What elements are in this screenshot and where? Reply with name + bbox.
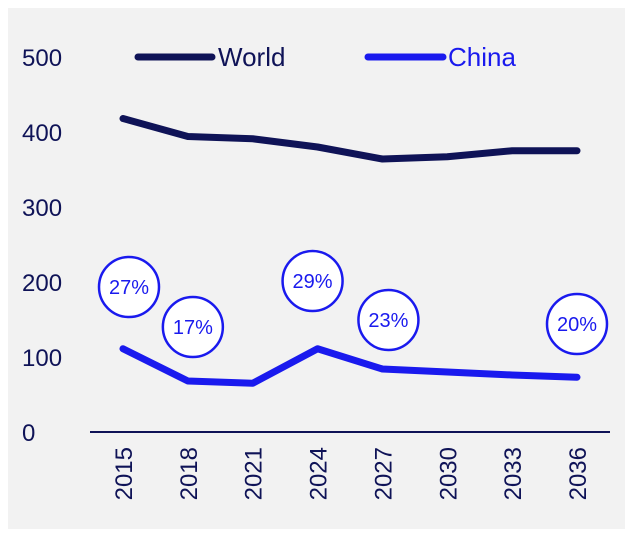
- annotation-bubble: [357, 288, 420, 352]
- annotation-label: 17%: [173, 317, 213, 339]
- annotation-label: 20%: [557, 314, 597, 336]
- series-line-china: [119, 345, 581, 387]
- series-line-world: [119, 115, 581, 163]
- x-tick-label: 2027: [370, 447, 397, 500]
- y-tick-label: 400: [22, 120, 62, 147]
- y-tick-label: 500: [22, 45, 62, 72]
- x-tick-label: 2024: [306, 447, 333, 500]
- annotation-label: 23%: [368, 310, 408, 332]
- x-tick-label: 2030: [435, 447, 462, 500]
- annotation-label: 27%: [109, 277, 149, 299]
- x-tick-label: 2033: [500, 447, 527, 500]
- annotation-bubble: [545, 292, 609, 356]
- legend-label-world: World: [218, 42, 285, 72]
- x-tick-label: 2021: [241, 447, 268, 500]
- x-tick-label: 2015: [111, 447, 138, 500]
- y-tick-label: 100: [22, 345, 62, 372]
- annotation-bubble: [97, 255, 161, 319]
- legend-label-china: China: [448, 42, 516, 72]
- y-tick-label: 0: [22, 420, 35, 447]
- annotation-bubble: [161, 295, 225, 359]
- x-tick-label: 2036: [565, 447, 592, 500]
- x-tick-label: 2018: [176, 447, 203, 500]
- annotation-bubble: [281, 249, 344, 313]
- y-tick-label: 200: [22, 270, 62, 297]
- y-tick-label: 300: [22, 195, 62, 222]
- annotation-label: 29%: [293, 271, 333, 293]
